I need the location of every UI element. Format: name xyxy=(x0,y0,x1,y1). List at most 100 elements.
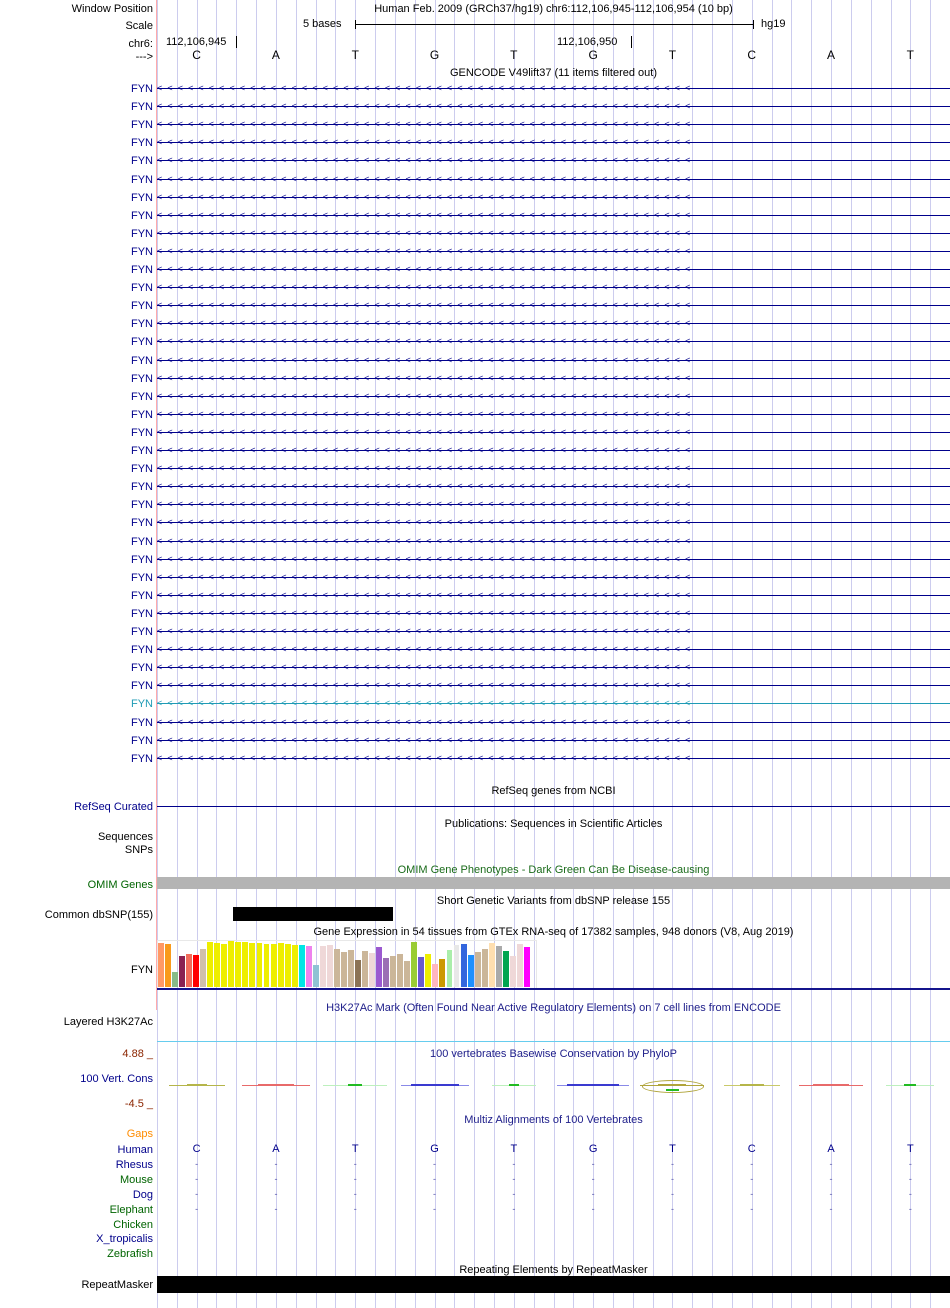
gtex-tissue-bar[interactable] xyxy=(263,944,270,987)
multiz-species-label[interactable]: Mouse xyxy=(119,1174,153,1186)
multiz-species-row[interactable] xyxy=(157,1218,950,1230)
multiz-species-row[interactable]: ---------- xyxy=(157,1203,950,1215)
dbsnp-variant-bar[interactable] xyxy=(233,907,393,921)
gencode-transcript-row[interactable]: <<<<<<<<<<<<<<<<<<<<<<<<<<<<<<<<<<<<<<<<… xyxy=(157,372,950,384)
gencode-gene-label[interactable]: FYN xyxy=(131,517,153,529)
gencode-gene-label[interactable]: FYN xyxy=(131,445,153,457)
gencode-transcript-row[interactable]: <<<<<<<<<<<<<<<<<<<<<<<<<<<<<<<<<<<<<<<<… xyxy=(157,480,950,492)
gtex-tissue-bar[interactable] xyxy=(516,944,523,987)
gencode-transcript-row[interactable]: <<<<<<<<<<<<<<<<<<<<<<<<<<<<<<<<<<<<<<<<… xyxy=(157,643,950,655)
gencode-gene-label[interactable]: FYN xyxy=(131,192,153,204)
gtex-tissue-bar[interactable] xyxy=(214,943,221,987)
gencode-transcript-row[interactable]: <<<<<<<<<<<<<<<<<<<<<<<<<<<<<<<<<<<<<<<<… xyxy=(157,535,950,547)
conservation-label[interactable]: 100 Vert. Cons xyxy=(80,1073,153,1085)
gencode-gene-label[interactable]: FYN xyxy=(131,210,153,222)
gencode-transcript-row[interactable]: <<<<<<<<<<<<<<<<<<<<<<<<<<<<<<<<<<<<<<<<… xyxy=(157,571,950,583)
gencode-transcript-row[interactable]: <<<<<<<<<<<<<<<<<<<<<<<<<<<<<<<<<<<<<<<<… xyxy=(157,498,950,510)
gtex-tissue-bar[interactable] xyxy=(333,949,340,987)
gencode-gene-label[interactable]: FYN xyxy=(131,373,153,385)
gencode-gene-label[interactable]: FYN xyxy=(131,590,153,602)
gencode-gene-label[interactable]: FYN xyxy=(131,300,153,312)
gencode-transcript-row[interactable]: <<<<<<<<<<<<<<<<<<<<<<<<<<<<<<<<<<<<<<<<… xyxy=(157,82,950,94)
repeatmasker-label[interactable]: RepeatMasker xyxy=(81,1279,153,1291)
multiz-species-row[interactable]: ---------- xyxy=(157,1188,950,1200)
gencode-gene-label[interactable]: FYN xyxy=(131,753,153,765)
gencode-transcript-row[interactable]: <<<<<<<<<<<<<<<<<<<<<<<<<<<<<<<<<<<<<<<<… xyxy=(157,408,950,420)
gencode-gene-label[interactable]: FYN xyxy=(131,101,153,113)
gencode-gene-label[interactable]: FYN xyxy=(131,318,153,330)
multiz-gaps-label[interactable]: Gaps xyxy=(126,1128,153,1140)
gencode-transcript-row[interactable]: <<<<<<<<<<<<<<<<<<<<<<<<<<<<<<<<<<<<<<<<… xyxy=(157,462,950,474)
gtex-tissue-bar[interactable] xyxy=(298,945,305,987)
gtex-tissue-bar[interactable] xyxy=(376,947,383,987)
gtex-tissue-bar[interactable] xyxy=(411,942,418,987)
gtex-tissue-bar[interactable] xyxy=(270,944,277,987)
gencode-transcript-row[interactable]: <<<<<<<<<<<<<<<<<<<<<<<<<<<<<<<<<<<<<<<<… xyxy=(157,209,950,221)
gtex-tissue-bar[interactable] xyxy=(495,946,502,987)
omim-label[interactable]: OMIM Genes xyxy=(87,879,153,891)
multiz-species-row[interactable]: ---------- xyxy=(157,1173,950,1185)
gencode-transcript-row[interactable]: <<<<<<<<<<<<<<<<<<<<<<<<<<<<<<<<<<<<<<<<… xyxy=(157,136,950,148)
gtex-tissue-bar[interactable] xyxy=(277,943,284,987)
gtex-tissue-bar[interactable] xyxy=(467,955,474,987)
gencode-transcript-row[interactable]: <<<<<<<<<<<<<<<<<<<<<<<<<<<<<<<<<<<<<<<<… xyxy=(157,100,950,112)
omim-gene-bar[interactable] xyxy=(157,877,950,889)
multiz-species-label[interactable]: Elephant xyxy=(109,1204,153,1216)
gencode-transcript-row[interactable]: <<<<<<<<<<<<<<<<<<<<<<<<<<<<<<<<<<<<<<<<… xyxy=(157,390,950,402)
gtex-tissue-bar[interactable] xyxy=(172,972,178,987)
gtex-tissue-bar[interactable] xyxy=(186,954,193,987)
gtex-tissue-bar[interactable] xyxy=(509,956,516,987)
multiz-species-row[interactable] xyxy=(157,1232,950,1244)
gtex-tissue-bar[interactable] xyxy=(439,959,446,987)
h3k27ac-label[interactable]: Layered H3K27Ac xyxy=(63,1016,153,1028)
gtex-tissue-bar[interactable] xyxy=(453,945,460,987)
gtex-tissue-bar[interactable] xyxy=(418,957,425,987)
gencode-transcript-row[interactable]: <<<<<<<<<<<<<<<<<<<<<<<<<<<<<<<<<<<<<<<<… xyxy=(157,752,950,764)
gencode-gene-label[interactable]: FYN xyxy=(131,662,153,674)
gtex-tissue-bar[interactable] xyxy=(165,944,171,987)
gtex-tissue-bar[interactable] xyxy=(256,943,263,987)
refseq-gene-line[interactable] xyxy=(157,806,950,807)
gencode-transcript-row[interactable]: <<<<<<<<<<<<<<<<<<<<<<<<<<<<<<<<<<<<<<<<… xyxy=(157,697,950,709)
gtex-tissue-bar[interactable] xyxy=(390,956,397,987)
gencode-transcript-row[interactable]: <<<<<<<<<<<<<<<<<<<<<<<<<<<<<<<<<<<<<<<<… xyxy=(157,227,950,239)
gencode-gene-label[interactable]: FYN xyxy=(131,246,153,258)
gencode-gene-label[interactable]: FYN xyxy=(131,83,153,95)
gtex-tissue-bar[interactable] xyxy=(460,944,467,987)
gencode-transcript-row[interactable]: <<<<<<<<<<<<<<<<<<<<<<<<<<<<<<<<<<<<<<<<… xyxy=(157,661,950,673)
gencode-gene-label[interactable]: FYN xyxy=(131,463,153,475)
gencode-gene-label[interactable]: FYN xyxy=(131,572,153,584)
gtex-tissue-bar[interactable] xyxy=(481,949,488,987)
multiz-species-label[interactable]: Rhesus xyxy=(115,1159,153,1171)
gencode-transcript-row[interactable]: <<<<<<<<<<<<<<<<<<<<<<<<<<<<<<<<<<<<<<<<… xyxy=(157,516,950,528)
gencode-transcript-row[interactable]: <<<<<<<<<<<<<<<<<<<<<<<<<<<<<<<<<<<<<<<<… xyxy=(157,299,950,311)
gtex-tissue-bar[interactable] xyxy=(200,949,207,987)
gencode-gene-label[interactable]: FYN xyxy=(131,155,153,167)
gencode-gene-label[interactable]: FYN xyxy=(131,717,153,729)
publications-snps-label[interactable]: SNPs xyxy=(124,844,153,856)
gtex-tissue-bar[interactable] xyxy=(319,946,326,987)
gencode-gene-label[interactable]: FYN xyxy=(131,735,153,747)
gencode-transcript-row[interactable]: <<<<<<<<<<<<<<<<<<<<<<<<<<<<<<<<<<<<<<<<… xyxy=(157,426,950,438)
gencode-gene-label[interactable]: FYN xyxy=(131,644,153,656)
gencode-gene-label[interactable]: FYN xyxy=(131,427,153,439)
gencode-transcript-row[interactable]: <<<<<<<<<<<<<<<<<<<<<<<<<<<<<<<<<<<<<<<<… xyxy=(157,716,950,728)
gtex-tissue-bar[interactable] xyxy=(523,947,530,987)
repeatmasker-repeat-bar[interactable] xyxy=(157,1276,950,1293)
gencode-gene-label[interactable]: FYN xyxy=(131,608,153,620)
gencode-transcript-row[interactable]: <<<<<<<<<<<<<<<<<<<<<<<<<<<<<<<<<<<<<<<<… xyxy=(157,607,950,619)
gencode-gene-label[interactable]: FYN xyxy=(131,228,153,240)
gtex-tissue-bar[interactable] xyxy=(284,944,291,987)
gtex-tissue-bar[interactable] xyxy=(355,960,361,987)
gencode-transcript-row[interactable]: <<<<<<<<<<<<<<<<<<<<<<<<<<<<<<<<<<<<<<<<… xyxy=(157,245,950,257)
gencode-gene-label[interactable]: FYN xyxy=(131,174,153,186)
gtex-tissue-bar[interactable] xyxy=(383,958,390,987)
gencode-transcript-row[interactable]: <<<<<<<<<<<<<<<<<<<<<<<<<<<<<<<<<<<<<<<<… xyxy=(157,734,950,746)
gencode-transcript-row[interactable]: <<<<<<<<<<<<<<<<<<<<<<<<<<<<<<<<<<<<<<<<… xyxy=(157,191,950,203)
gencode-gene-label[interactable]: FYN xyxy=(131,698,153,710)
gencode-transcript-row[interactable]: <<<<<<<<<<<<<<<<<<<<<<<<<<<<<<<<<<<<<<<<… xyxy=(157,281,950,293)
gtex-tissue-bar[interactable] xyxy=(207,942,214,987)
gtex-tissue-bar[interactable] xyxy=(432,964,439,987)
